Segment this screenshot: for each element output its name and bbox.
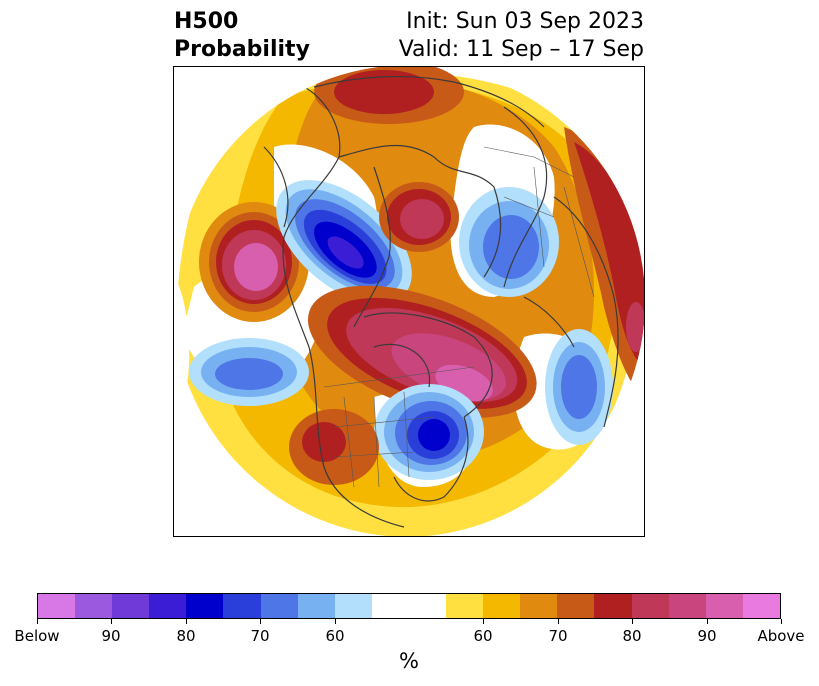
colorbar-tick-label: 70	[548, 627, 568, 645]
colorbar-swatch	[75, 594, 113, 618]
colorbar-tick-label: 80	[176, 627, 196, 645]
colorbar-tick-label: 80	[622, 627, 642, 645]
colorbar-tick-label: 60	[473, 627, 493, 645]
colorbar-tick-label: 90	[697, 627, 717, 645]
political-borders	[323, 146, 595, 488]
colorbar-tick-mark	[335, 619, 336, 624]
colorbar-swatch	[594, 594, 632, 618]
colorbar-tick-label: Below	[14, 627, 60, 645]
probability-map	[173, 66, 645, 537]
colorbar-tick-mark	[558, 619, 559, 624]
colorbar-tick-mark	[37, 619, 38, 624]
colorbar-swatch	[186, 594, 224, 618]
colorbar-tick-mark	[781, 619, 782, 624]
colorbar-swatch	[260, 594, 298, 618]
colorbar-swatch	[371, 594, 409, 618]
colorbar-tick-label: 90	[101, 627, 121, 645]
colorbar-swatch	[668, 594, 706, 618]
colorbar-swatch	[631, 594, 669, 618]
title-valid-range: Valid: 11 Sep – 17 Sep	[398, 37, 644, 62]
colorbar-tick-mark	[111, 619, 112, 624]
colorbar-swatch	[297, 594, 335, 618]
map-disk	[174, 67, 644, 536]
colorbar-swatch	[520, 594, 558, 618]
colorbar-swatch	[112, 594, 150, 618]
coastlines	[263, 75, 619, 528]
title-init-date: Init: Sun 03 Sep 2023	[406, 9, 644, 34]
colorbar-swatch	[742, 594, 780, 618]
colorbar-tick-mark	[483, 619, 484, 624]
colorbar-swatch	[223, 594, 261, 618]
colorbar-swatch	[38, 594, 76, 618]
colorbar-swatch	[557, 594, 595, 618]
title-product: Probability	[174, 37, 310, 62]
colorbar-swatch	[408, 594, 447, 618]
colorbar-unit-label: %	[399, 649, 419, 673]
colorbar-swatch	[334, 594, 372, 618]
colorbar	[37, 593, 781, 619]
colorbar-swatch	[149, 594, 187, 618]
colorbar-swatch	[483, 594, 521, 618]
colorbar-tick-label: 70	[250, 627, 270, 645]
title-variable: H500	[174, 9, 239, 34]
colorbar-tick-mark	[186, 619, 187, 624]
map-canvas	[174, 67, 644, 536]
title-right: Init: Sun 03 Sep 2023 Valid: 11 Sep – 17…	[399, 8, 644, 64]
colorbar-swatch	[446, 594, 484, 618]
colorbar-swatch	[705, 594, 743, 618]
title-left: H500 Probability	[174, 8, 310, 64]
colorbar-tick-label: Above	[757, 627, 805, 645]
colorbar-tick-mark	[260, 619, 261, 624]
colorbar-tick-mark	[707, 619, 708, 624]
colorbar-tick-mark	[632, 619, 633, 624]
colorbar-tick-label: 60	[325, 627, 345, 645]
